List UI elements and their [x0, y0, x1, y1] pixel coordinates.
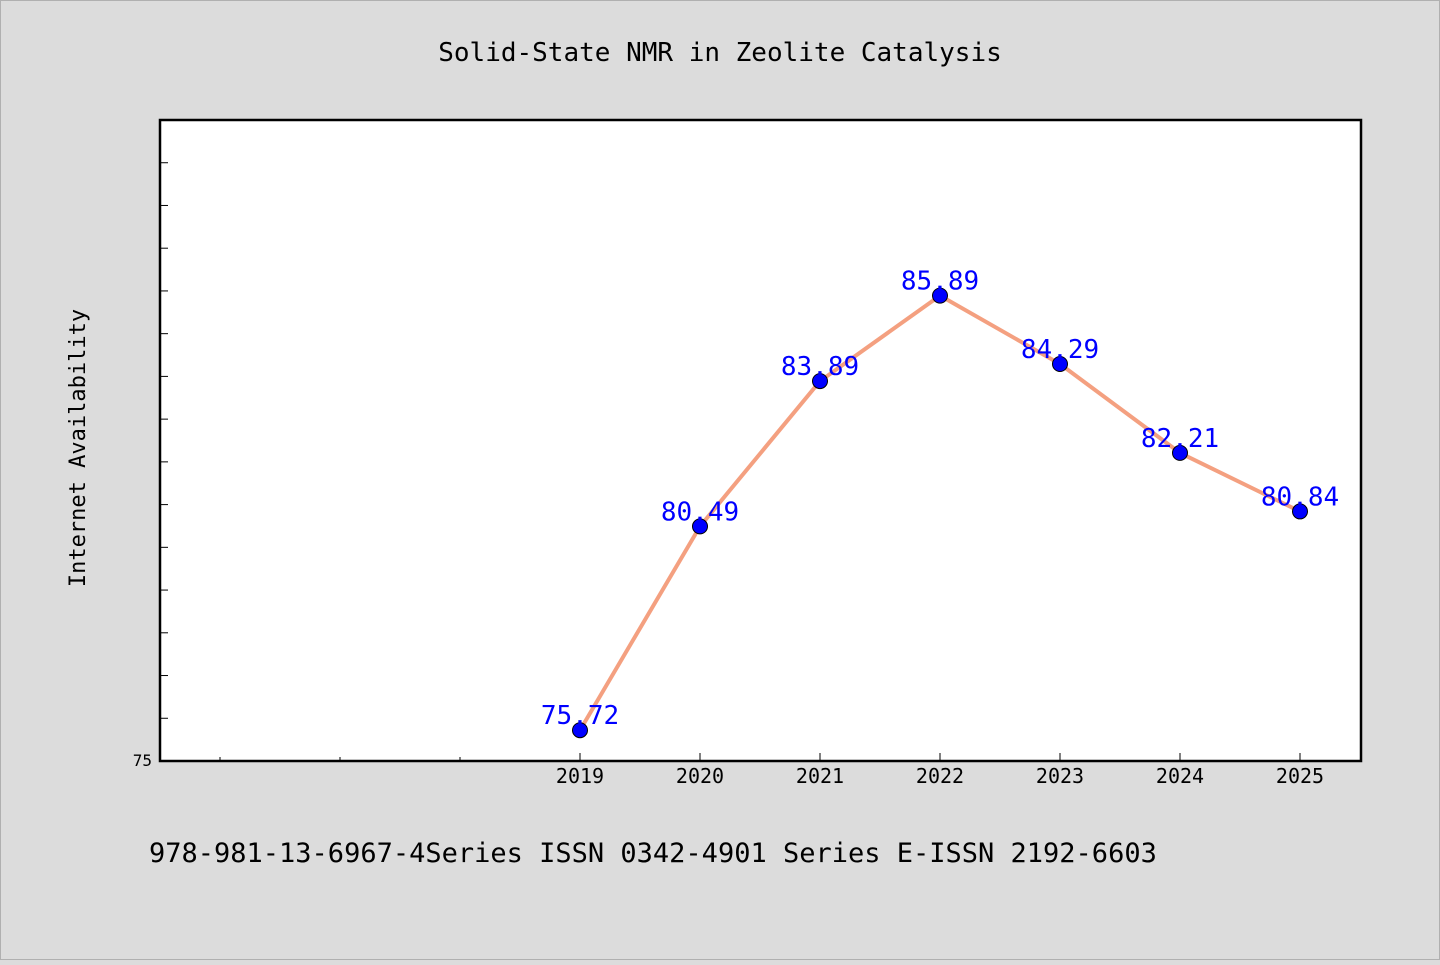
data-point [572, 722, 588, 739]
data-point [692, 518, 708, 535]
data-label: 75.72 [541, 701, 619, 731]
data-label: 80.84 [1261, 482, 1339, 512]
y-axis-ticks [160, 162, 168, 719]
data-label: 82.21 [1141, 424, 1219, 454]
chart-title: Solid-State NMR in Zeolite Catalysis [438, 38, 1002, 68]
x-tick-label: 2019 [556, 764, 604, 788]
data-point [1172, 444, 1188, 461]
y-tick-label: 75 [133, 751, 152, 770]
x-tick-label: 2022 [916, 764, 964, 788]
x-tick-label: 2023 [1036, 764, 1084, 788]
data-point [812, 373, 828, 390]
data-point [932, 287, 948, 304]
data-labels: 75.72 80.49 83.89 85.89 84.29 82.21 80.84 [541, 267, 1339, 732]
data-label: 84.29 [1021, 335, 1099, 365]
x-tick-label: 2020 [676, 764, 724, 788]
data-point [1292, 503, 1308, 520]
x-axis-ticks: 2019 2020 2021 2022 2023 2024 2025 [556, 753, 1324, 788]
footer-text: 978-981-13-6967-4Series ISSN 0342-4901 S… [149, 838, 1157, 869]
series-markers [572, 287, 1308, 739]
data-label: 85.89 [901, 267, 979, 297]
data-label: 80.49 [661, 497, 739, 527]
data-label: 83.89 [781, 352, 859, 382]
x-tick-label: 2024 [1156, 764, 1204, 788]
x-tick-label: 2025 [1276, 764, 1324, 788]
x-axis-minor-ticks [219, 757, 461, 761]
y-axis-label: Internet Availability [66, 309, 91, 587]
x-tick-label: 2021 [796, 764, 844, 788]
data-point [1052, 356, 1068, 373]
